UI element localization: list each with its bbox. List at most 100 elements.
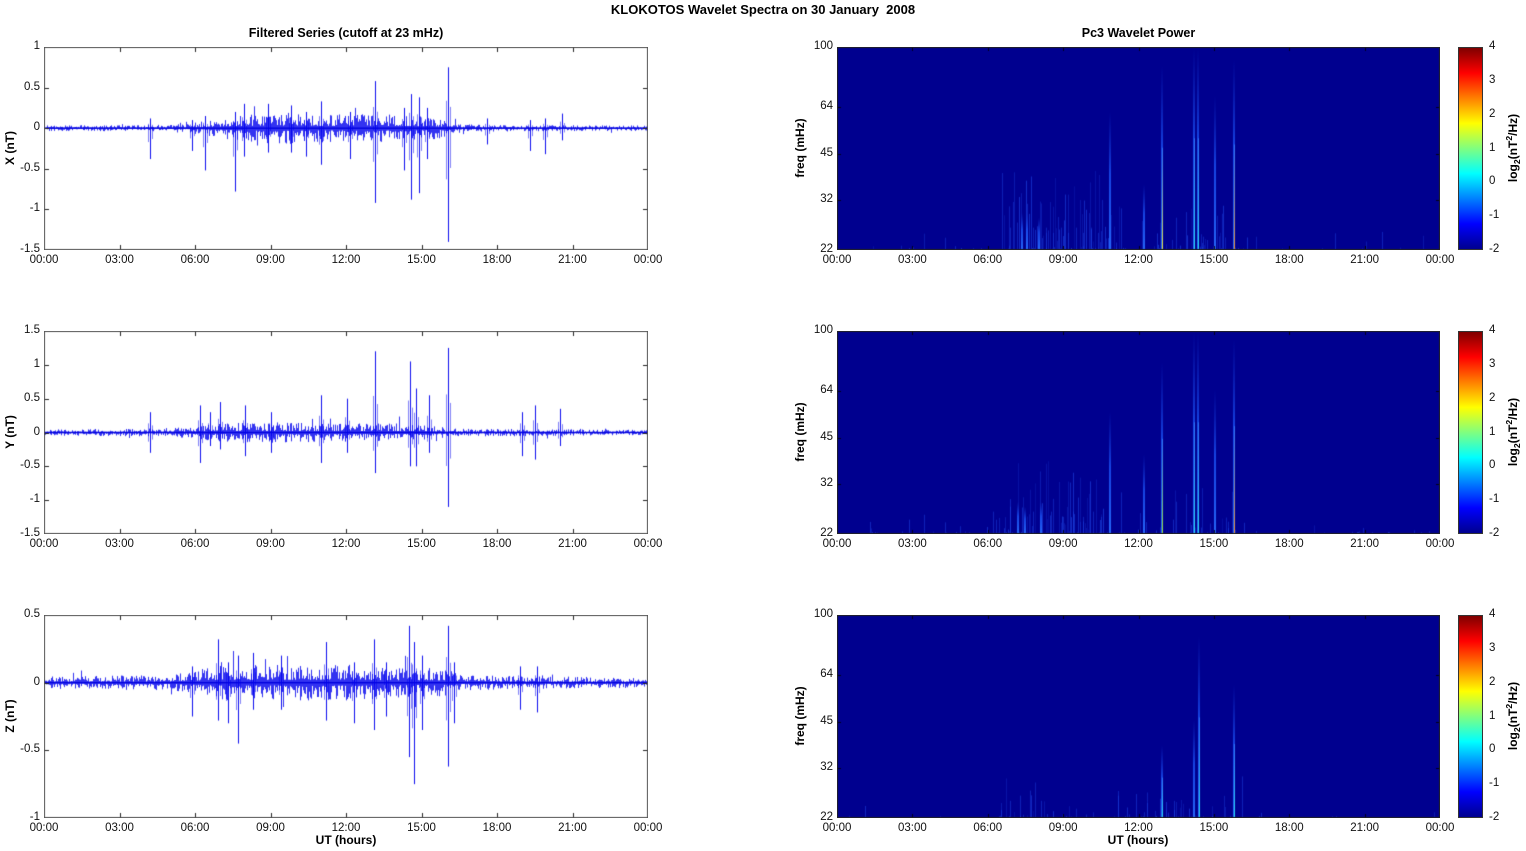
colorbar-label-2: log2(nT2/Hz) (1503, 397, 1523, 467)
colorbar-tick-label: 3 (1489, 357, 1496, 370)
time-tick-label: 21:00 (558, 254, 587, 266)
time-tick-label: 00:00 (633, 538, 663, 550)
time-tick-label: 00:00 (29, 822, 59, 834)
time-tick-label: 15:00 (407, 538, 436, 550)
time-tick-label: 18:00 (1274, 538, 1304, 550)
wavelet-power-title: Pc3 Wavelet Power (1081, 26, 1196, 40)
time-tick-label: 03:00 (897, 254, 927, 266)
figure-title: KLOKOTOS Wavelet Spectra on 30 January 2… (610, 2, 916, 17)
colorbar-tick-label: 0 (1489, 175, 1496, 188)
freq-tick-label: 45 (820, 147, 833, 160)
wavelet-power-z-plot (837, 615, 1440, 818)
time-tick-label: 00:00 (1425, 538, 1455, 550)
colorbar-tick-label: 2 (1489, 675, 1496, 688)
time-tick-label: 15:00 (407, 822, 436, 834)
time-tick-label: 18:00 (1274, 254, 1304, 266)
time-tick-label: 18:00 (482, 822, 512, 834)
time-tick-label: 00:00 (633, 822, 663, 834)
time-tick-label: 12:00 (331, 254, 361, 266)
time-tick-label: 15:00 (407, 254, 436, 266)
time-tick-label: 21:00 (1350, 822, 1380, 834)
time-tick-label: 06:00 (180, 822, 210, 834)
colorbar-tick-label: 0 (1489, 459, 1496, 472)
y-tick-label: 0.5 (24, 80, 40, 93)
time-tick-label: 06:00 (973, 254, 1003, 266)
colorbar-1 (1458, 47, 1483, 250)
colorbar-tick-label: -1 (1489, 777, 1500, 790)
colorbar-tick-label: -2 (1489, 527, 1500, 539)
x-axis-label-left: UT (hours) (315, 833, 377, 847)
time-tick-label: 12:00 (331, 822, 361, 834)
y-tick-label: -1.5 (20, 243, 40, 255)
colorbar-tick-label: 4 (1489, 324, 1496, 336)
freq-tick-label: 64 (820, 667, 833, 680)
time-tick-label: 18:00 (1274, 822, 1304, 834)
time-tick-label: 00:00 (29, 254, 59, 266)
time-tick-label: 15:00 (1199, 822, 1229, 834)
freq-tick-label: 100 (813, 324, 833, 336)
colorbar-tick-label: -1 (1489, 493, 1500, 506)
colorbar-tick-label: -2 (1489, 811, 1500, 823)
time-tick-label: 21:00 (1350, 538, 1380, 550)
time-tick-label: 21:00 (1350, 254, 1380, 266)
wavelet-power-y-panel (837, 331, 1440, 534)
colorbar-tick-label: -1 (1489, 209, 1500, 222)
colorbar-tick-label: 1 (1489, 141, 1496, 154)
time-tick-label: 00:00 (1425, 254, 1455, 266)
time-tick-label: 03:00 (105, 254, 134, 266)
wavelet-power-y-plot (837, 331, 1440, 534)
freq-tick-label: 100 (813, 40, 833, 52)
time-tick-label: 03:00 (105, 538, 134, 550)
time-tick-label: 06:00 (180, 254, 210, 266)
colorbar-tick-label: 3 (1489, 73, 1496, 86)
y-tick-label: 1.5 (24, 324, 40, 336)
freq-tick-label: 45 (820, 715, 833, 728)
y-tick-label: 0 (33, 675, 40, 688)
time-tick-label: 03:00 (897, 538, 927, 550)
wavelet-power-x-panel (837, 47, 1440, 250)
colorbar-2 (1458, 331, 1483, 534)
time-tick-label: 21:00 (558, 822, 587, 834)
time-tick-label: 00:00 (822, 822, 852, 834)
wavelet-power-x-plot (837, 47, 1440, 250)
filtered-series-z-panel (44, 615, 648, 818)
y-tick-label: 0.5 (24, 391, 40, 404)
time-tick-label: 09:00 (256, 254, 285, 266)
time-tick-label: 06:00 (973, 822, 1003, 834)
y-tick-label: -1 (29, 493, 40, 506)
wavelet-power-z-panel (837, 615, 1440, 818)
time-tick-label: 00:00 (822, 538, 852, 550)
colorbar-tick-label: -2 (1489, 243, 1500, 255)
time-tick-label: 03:00 (897, 822, 927, 834)
time-tick-label: 21:00 (558, 538, 587, 550)
filtered-series-title: Filtered Series (cutoff at 23 mHz) (248, 26, 444, 40)
colorbar-tick-label: 2 (1489, 391, 1496, 404)
colorbar-3 (1458, 615, 1483, 818)
y-axis-label-z-nt: Z (nT) (3, 699, 17, 733)
filtered-series-x-plot (44, 47, 648, 250)
time-tick-label: 09:00 (1048, 538, 1078, 550)
time-tick-label: 00:00 (633, 254, 663, 266)
freq-tick-label: 22 (820, 243, 833, 255)
colorbar-tick-label: 1 (1489, 709, 1496, 722)
y-tick-label: -1.5 (20, 527, 40, 539)
time-tick-label: 06:00 (973, 538, 1003, 550)
filtered-series-x-panel (44, 47, 648, 250)
freq-tick-label: 22 (820, 527, 833, 539)
time-tick-label: 09:00 (1048, 822, 1078, 834)
time-tick-label: 12:00 (331, 538, 361, 550)
time-tick-label: 00:00 (1425, 822, 1455, 834)
colorbar-tick-label: 4 (1489, 40, 1496, 52)
time-tick-label: 03:00 (105, 822, 134, 834)
freq-tick-label: 100 (813, 608, 833, 620)
time-tick-label: 06:00 (180, 538, 210, 550)
y-tick-label: 0.5 (24, 608, 40, 620)
time-tick-label: 09:00 (256, 822, 285, 834)
colorbar-tick-label: 4 (1489, 608, 1496, 620)
time-tick-label: 09:00 (1048, 254, 1078, 266)
freq-tick-label: 22 (820, 811, 833, 823)
time-tick-label: 18:00 (482, 538, 512, 550)
y-tick-label: 1 (33, 40, 40, 52)
freq-tick-label: 32 (820, 476, 833, 489)
